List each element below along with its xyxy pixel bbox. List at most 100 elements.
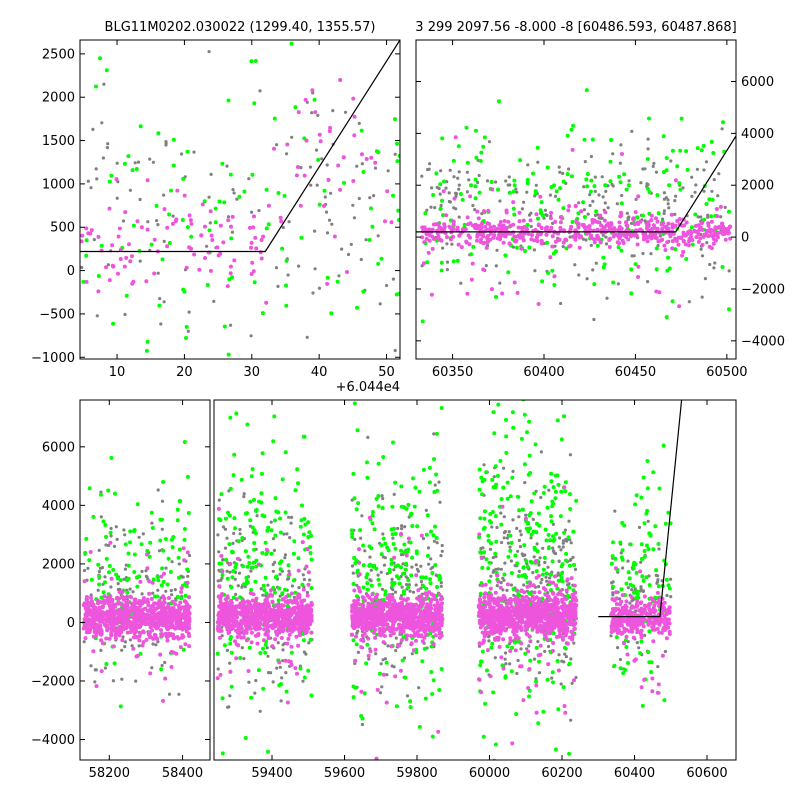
data-point-pink [249, 245, 253, 250]
data-point-pink [498, 234, 503, 239]
data-point-gray [658, 234, 662, 238]
data-point-gray [171, 214, 175, 218]
data-point-green [616, 245, 621, 250]
data-point-pink [578, 235, 582, 240]
data-point-gray [360, 514, 364, 518]
data-point-green [306, 668, 311, 673]
data-point-gray [491, 570, 495, 574]
data-point-green [624, 187, 629, 192]
data-point-pink [122, 264, 127, 269]
data-point-green [243, 511, 248, 516]
data-point-pink [122, 597, 126, 602]
data-point-pink [687, 239, 692, 244]
data-point-pink [261, 603, 266, 607]
data-point-gray [305, 370, 308, 373]
data-point-pink [712, 231, 717, 236]
data-point-green [125, 590, 130, 595]
data-point-pink [521, 238, 526, 243]
data-point-gray [626, 218, 630, 222]
data-point-green [161, 548, 166, 553]
data-point-green [399, 565, 403, 570]
data-point-gray [363, 549, 367, 553]
data-point-gray [123, 645, 127, 649]
data-point-green [439, 260, 444, 265]
data-point-green [393, 564, 398, 569]
data-point-green [451, 259, 456, 264]
data-point-green [231, 473, 236, 478]
data-point-pink [680, 253, 685, 258]
data-point-gray [232, 531, 236, 536]
data-point-gray [627, 215, 631, 219]
data-point-gray [378, 691, 382, 695]
data-point-gray [527, 213, 532, 217]
data-point-green [569, 127, 574, 132]
data-point-green [232, 452, 237, 457]
data-point-pink [401, 609, 406, 614]
x-tick-label: 50 [378, 365, 395, 380]
data-point-gray [487, 639, 491, 643]
data-point-green [94, 84, 98, 89]
data-point-green [155, 574, 160, 579]
data-point-gray [379, 570, 383, 574]
data-point-pink [351, 625, 356, 630]
data-point-green [264, 591, 269, 596]
data-point-pink [517, 210, 522, 215]
data-point-pink [217, 635, 222, 640]
data-point-pink [175, 188, 180, 193]
data-point-green [296, 556, 301, 561]
data-point-gray [156, 588, 160, 592]
data-point-green [169, 188, 173, 193]
data-point-pink [592, 240, 597, 245]
data-point-pink [138, 579, 143, 584]
data-point-green [103, 523, 108, 527]
data-point-green [300, 582, 305, 587]
data-point-pink [501, 240, 506, 245]
data-point-pink [226, 619, 231, 624]
data-point-pink [364, 157, 369, 161]
data-point-pink [536, 223, 541, 228]
data-point-pink [89, 613, 94, 618]
data-point-gray [92, 238, 96, 242]
data-point-pink [723, 230, 728, 235]
data-point-gray [708, 262, 712, 267]
data-point-green [178, 499, 183, 503]
data-point-gray [654, 170, 659, 174]
data-point-green [603, 183, 608, 188]
data-point-pink [355, 606, 360, 611]
data-point-green [249, 695, 254, 700]
data-point-pink [437, 635, 442, 640]
data-point-gray [666, 198, 670, 202]
data-point-pink [228, 613, 233, 618]
data-point-green [355, 568, 360, 573]
data-point-green [228, 486, 233, 491]
data-point-pink [158, 616, 163, 621]
data-point-pink [708, 230, 713, 234]
data-point-pink [378, 620, 383, 624]
data-point-pink [455, 228, 460, 232]
data-point-gray [231, 541, 235, 546]
data-point-pink [363, 621, 368, 626]
data-point-green [720, 265, 725, 269]
data-point-pink [429, 611, 434, 616]
data-point-pink [702, 232, 707, 237]
data-point-pink [251, 598, 256, 603]
data-point-green [384, 660, 389, 665]
data-point-gray [427, 562, 431, 566]
data-point-pink [116, 600, 121, 605]
data-point-pink [463, 227, 468, 232]
data-point-gray [269, 671, 273, 675]
data-point-pink [149, 597, 154, 601]
data-point-pink [287, 572, 292, 577]
data-point-pink [421, 613, 426, 618]
data-point-green [335, 279, 340, 284]
data-point-pink [245, 599, 250, 604]
data-point-green [550, 268, 555, 273]
data-point-gray [249, 334, 253, 338]
data-point-green [693, 212, 698, 217]
data-point-pink [486, 208, 491, 213]
data-point-gray [582, 208, 587, 212]
data-point-green [130, 168, 135, 173]
data-point-pink [483, 224, 488, 229]
data-point-green [372, 527, 377, 532]
data-point-gray [420, 174, 424, 178]
